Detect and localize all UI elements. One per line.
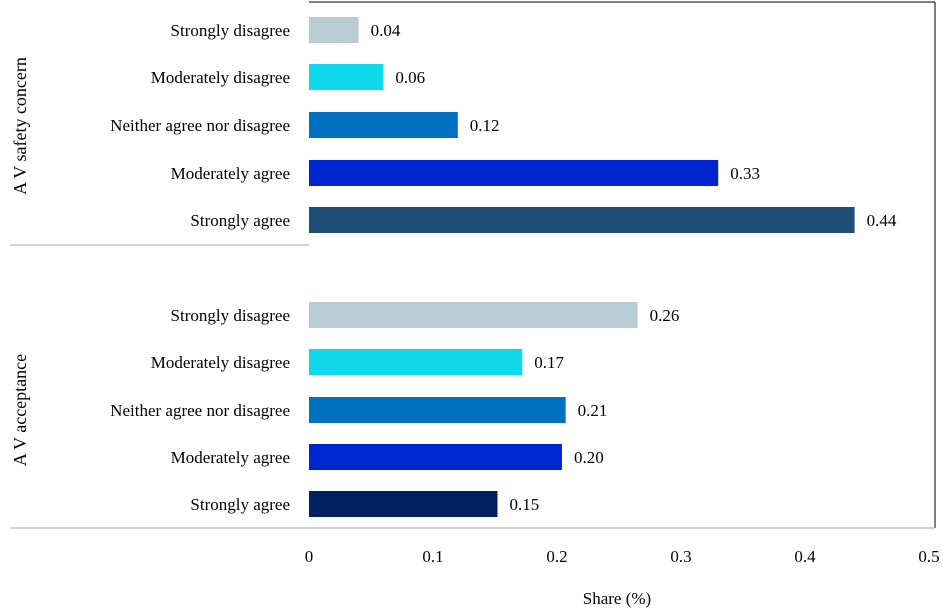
category-label: Moderately disagree xyxy=(151,353,290,372)
data-label: 0.26 xyxy=(650,306,680,325)
x-tick-label: 0.2 xyxy=(546,547,567,566)
x-tick-label: 0.1 xyxy=(422,547,443,566)
data-label: 0.17 xyxy=(534,353,564,372)
group-label: A V acceptance xyxy=(10,354,30,466)
bar-1-1 xyxy=(309,349,523,375)
x-axis-title: Share (%) xyxy=(583,589,651,608)
category-label: Strongly agree xyxy=(190,495,290,514)
bar-0-1 xyxy=(309,64,384,90)
x-tick-label: 0.5 xyxy=(918,547,939,566)
data-label: 0.44 xyxy=(867,211,897,230)
category-label: Strongly disagree xyxy=(171,21,290,40)
category-label: Moderately disagree xyxy=(151,68,290,87)
category-label: Neither agree nor disagree xyxy=(110,401,290,420)
x-tick-label: 0.3 xyxy=(670,547,691,566)
bar-0-2 xyxy=(309,112,458,138)
data-label: 0.15 xyxy=(509,495,539,514)
data-label: 0.12 xyxy=(470,116,500,135)
data-label: 0.21 xyxy=(578,401,608,420)
bar-0-3 xyxy=(309,160,719,186)
category-label: Moderately agree xyxy=(171,164,290,183)
category-label: Strongly disagree xyxy=(171,306,290,325)
category-label: Moderately agree xyxy=(171,448,290,467)
category-label: Neither agree nor disagree xyxy=(110,116,290,135)
x-tick-label: 0.4 xyxy=(794,547,816,566)
data-label: 0.06 xyxy=(395,68,425,87)
bar-1-4 xyxy=(309,491,498,517)
bar-1-3 xyxy=(309,444,562,470)
bar-1-0 xyxy=(309,302,638,328)
group-label: A V safety concern xyxy=(10,57,30,195)
bar-1-2 xyxy=(309,397,566,423)
data-label: 0.04 xyxy=(371,21,401,40)
data-label: 0.20 xyxy=(574,448,604,467)
x-tick-label: 0 xyxy=(305,547,314,566)
category-label: Strongly agree xyxy=(190,211,290,230)
bar-0-4 xyxy=(309,207,855,233)
bar-0-0 xyxy=(309,17,359,43)
data-label: 0.33 xyxy=(730,164,760,183)
